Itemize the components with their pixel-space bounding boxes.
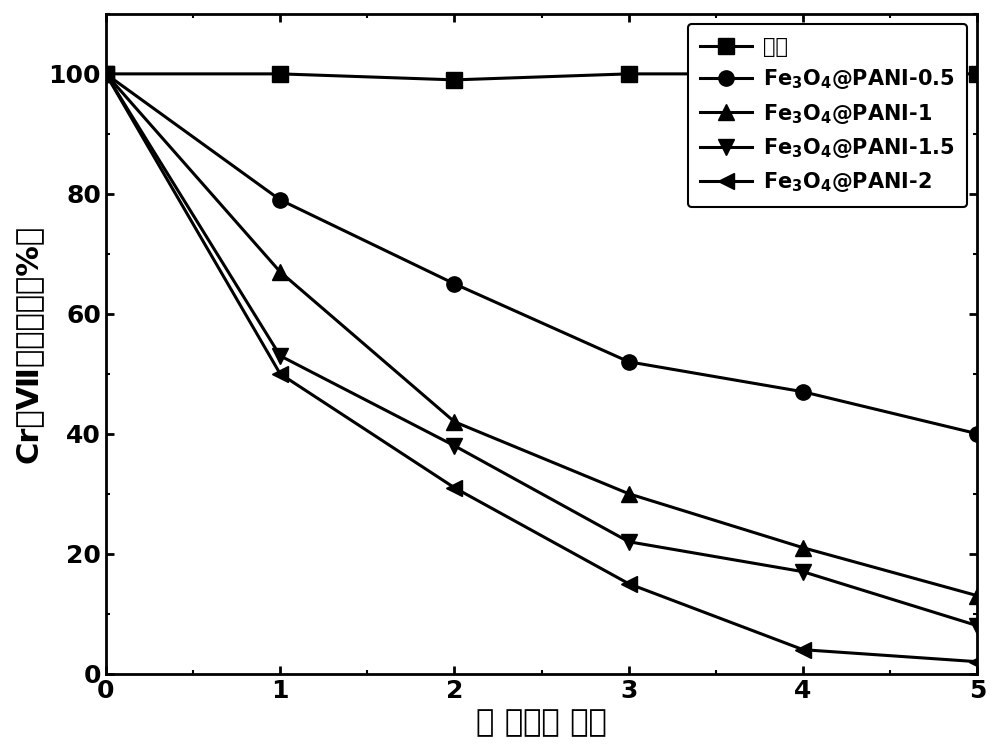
Fe$_3$O$_4$@PANI-2 xyxy=(100,69,112,78)
Fe$_3$O$_4$@PANI-1.5 xyxy=(100,69,112,78)
Line: Fe$_3$O$_4$@PANI-2: Fe$_3$O$_4$@PANI-2 xyxy=(98,66,985,669)
Fe$_3$O$_4$@PANI-1 xyxy=(274,267,286,276)
Fe$_3$O$_4$@PANI-1 xyxy=(623,489,635,498)
Fe$_3$O$_4$@PANI-0.5 xyxy=(274,195,286,204)
Fe$_3$O$_4$@PANI-0.5 xyxy=(448,279,460,288)
空白 xyxy=(797,69,809,78)
Fe$_3$O$_4$@PANI-1.5 xyxy=(623,537,635,546)
Fe$_3$O$_4$@PANI-1.5 xyxy=(274,351,286,360)
Line: Fe$_3$O$_4$@PANI-0.5: Fe$_3$O$_4$@PANI-0.5 xyxy=(98,66,985,442)
Fe$_3$O$_4$@PANI-2 xyxy=(274,369,286,379)
Fe$_3$O$_4$@PANI-2 xyxy=(797,645,809,654)
空白 xyxy=(448,75,460,84)
空白 xyxy=(274,69,286,78)
Fe$_3$O$_4$@PANI-0.5 xyxy=(797,388,809,397)
Fe$_3$O$_4$@PANI-1 xyxy=(797,543,809,552)
空白 xyxy=(100,69,112,78)
Line: 空白: 空白 xyxy=(98,66,985,88)
Fe$_3$O$_4$@PANI-1 xyxy=(100,69,112,78)
Line: Fe$_3$O$_4$@PANI-1.5: Fe$_3$O$_4$@PANI-1.5 xyxy=(98,66,985,633)
Legend: 空白, Fe$_3$O$_4$@PANI-0.5, Fe$_3$O$_4$@PANI-1, Fe$_3$O$_4$@PANI-1.5, Fe$_3$O$_4$@: 空白, Fe$_3$O$_4$@PANI-0.5, Fe$_3$O$_4$@PA… xyxy=(688,24,967,207)
空白 xyxy=(971,69,983,78)
Y-axis label: Cr（Ⅶ）剩余率（%）: Cr（Ⅶ）剩余率（%） xyxy=(14,225,43,463)
Line: Fe$_3$O$_4$@PANI-1: Fe$_3$O$_4$@PANI-1 xyxy=(98,66,985,603)
Fe$_3$O$_4$@PANI-1.5 xyxy=(971,621,983,630)
X-axis label: 时 间（分 钟）: 时 间（分 钟） xyxy=(476,708,607,737)
空白 xyxy=(623,69,635,78)
Fe$_3$O$_4$@PANI-1.5 xyxy=(448,442,460,451)
Fe$_3$O$_4$@PANI-1 xyxy=(971,591,983,600)
Fe$_3$O$_4$@PANI-0.5 xyxy=(623,357,635,366)
Fe$_3$O$_4$@PANI-2 xyxy=(971,657,983,666)
Fe$_3$O$_4$@PANI-1 xyxy=(448,418,460,427)
Fe$_3$O$_4$@PANI-2 xyxy=(623,579,635,588)
Fe$_3$O$_4$@PANI-2 xyxy=(448,483,460,492)
Fe$_3$O$_4$@PANI-1.5 xyxy=(797,567,809,576)
Fe$_3$O$_4$@PANI-0.5 xyxy=(100,69,112,78)
Fe$_3$O$_4$@PANI-0.5 xyxy=(971,430,983,439)
